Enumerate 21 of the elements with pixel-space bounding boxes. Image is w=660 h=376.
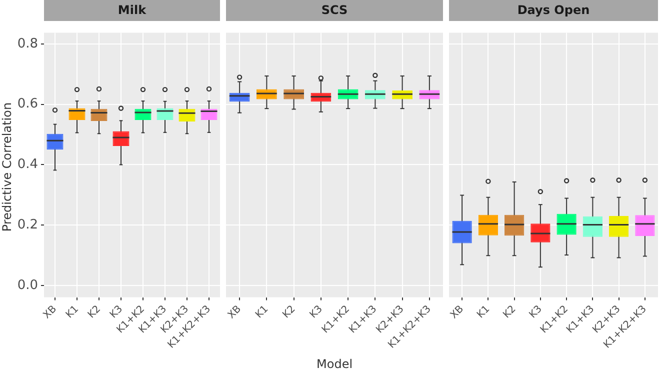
y-axis-title: Predictive Correlation [0,101,14,234]
y-tick-label: 0.0 [17,278,38,293]
y-tick-label: 0.2 [17,217,38,232]
x-tick-label: K1 [254,304,271,321]
x-tick-label: XB [448,304,466,322]
chart-title: Days Open [449,0,658,21]
x-tick-label: K1 [475,304,492,321]
y-tick-label: 0.4 [17,157,38,172]
y-tick-label: 0.8 [17,36,38,52]
chart-title: Milk [44,0,220,21]
y-tick-label: 0.6 [17,96,38,112]
x-tick-label: K2 [280,304,298,321]
x-tick-label: XB [226,304,244,322]
x-tick-label: K3 [527,304,544,321]
x-tick-label: K1 [64,304,81,321]
x-tick-label: XB [41,304,60,322]
x-tick-label: K3 [308,304,325,321]
chart-title: SCS [226,0,443,21]
x-tick-label: K2 [86,304,103,321]
x-tick-label: K2 [501,304,518,321]
x-axis-title: Model [316,357,353,371]
